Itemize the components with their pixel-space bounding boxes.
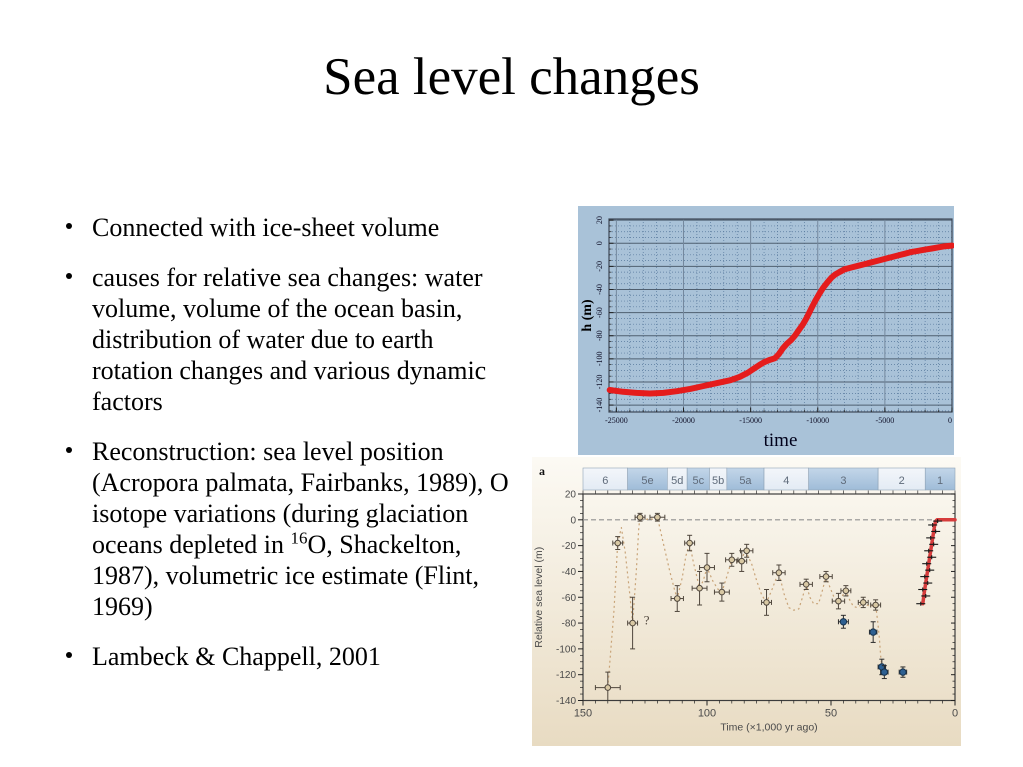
- bullet-text-sup: 16: [290, 528, 308, 548]
- svg-text:-20000: -20000: [672, 416, 695, 425]
- bullet-text-main: causes for relative sea changes: water v…: [92, 263, 487, 416]
- bullet-text-main: Reconstruction: sea level position (Acro…: [92, 437, 509, 559]
- postglacial-sea-level-chart: 20 0 -20 -40 -60 -80 -100 -120 -140 -25000 -20000 -…: [578, 206, 955, 455]
- svg-text:5e: 5e: [641, 475, 653, 487]
- svg-text:h (m): h (m): [580, 299, 595, 332]
- svg-text:-60: -60: [595, 307, 604, 318]
- svg-text:-20: -20: [562, 541, 577, 552]
- bullet-list: Connected with ice-sheet volume causes f…: [60, 212, 515, 691]
- bullet-text-main: Connected with ice-sheet volume: [92, 213, 440, 242]
- svg-text:Time (×1,000 yr ago): Time (×1,000 yr ago): [720, 722, 817, 734]
- svg-text:5d: 5d: [671, 475, 683, 487]
- svg-text:20: 20: [565, 490, 577, 501]
- svg-text:?: ?: [644, 612, 650, 627]
- svg-text:5c: 5c: [693, 475, 705, 487]
- svg-text:a: a: [539, 464, 545, 478]
- svg-text:-80: -80: [562, 619, 577, 630]
- svg-text:-140: -140: [595, 398, 604, 413]
- svg-text:-10000: -10000: [806, 416, 829, 425]
- svg-text:150: 150: [574, 708, 592, 720]
- bullet-text: Lambeck & Chappell, 2001: [92, 641, 381, 672]
- svg-text:-100: -100: [595, 352, 604, 367]
- svg-text:-100: -100: [556, 644, 576, 655]
- svg-text:Relative sea level (m): Relative sea level (m): [533, 547, 545, 648]
- svg-text:0: 0: [595, 241, 604, 245]
- bullet-text-rest: O, Shackelton, 1987), volumetric ice est…: [92, 530, 480, 621]
- bullet-dot: [60, 436, 92, 622]
- bullet-item-3: Reconstruction: sea level position (Acro…: [60, 436, 515, 622]
- svg-text:-140: -140: [556, 696, 576, 707]
- svg-text:-120: -120: [556, 670, 576, 681]
- svg-text:1: 1: [937, 475, 943, 487]
- svg-text:-120: -120: [595, 375, 604, 390]
- bullet-dot: [60, 641, 92, 672]
- lambeck-chappell-svg: a 6 5e 5d 5c 5b 5a 4 3 2 1 20 0 -20 -40 -60 -80 -100 -120 -…: [532, 457, 961, 746]
- svg-text:-20: -20: [595, 261, 604, 272]
- svg-text:2: 2: [899, 475, 905, 487]
- svg-text:-25000: -25000: [605, 416, 628, 425]
- bullet-text: Reconstruction: sea level position (Acro…: [92, 436, 515, 622]
- svg-text:5b: 5b: [712, 475, 724, 487]
- svg-text:100: 100: [698, 708, 716, 720]
- bullet-item-4: Lambeck & Chappell, 2001: [60, 641, 515, 672]
- svg-text:-40: -40: [562, 567, 577, 578]
- bullet-text: causes for relative sea changes: water v…: [92, 262, 515, 417]
- bullet-item-1: Connected with ice-sheet volume: [60, 212, 515, 243]
- slide-title: Sea level changes: [323, 48, 700, 106]
- svg-text:-5000: -5000: [876, 416, 895, 425]
- svg-text:time: time: [764, 430, 798, 451]
- svg-text:3: 3: [840, 475, 846, 487]
- svg-text:-60: -60: [562, 593, 577, 604]
- bullet-text-main: Lambeck & Chappell, 2001: [92, 642, 381, 671]
- bullet-item-2: causes for relative sea changes: water v…: [60, 262, 515, 417]
- svg-text:-80: -80: [595, 330, 604, 341]
- svg-text:20: 20: [595, 216, 604, 224]
- svg-text:-40: -40: [595, 284, 604, 295]
- lambeck-chappell-figure: a 6 5e 5d 5c 5b 5a 4 3 2 1 20 0 -20 -40 -60 -80 -100 -120 -…: [532, 457, 961, 746]
- svg-text:50: 50: [825, 708, 837, 720]
- svg-text:0: 0: [952, 708, 958, 720]
- svg-text:4: 4: [783, 475, 789, 487]
- bullet-text: Connected with ice-sheet volume: [92, 212, 439, 243]
- svg-text:0: 0: [570, 515, 576, 526]
- bullet-dot: [60, 262, 92, 417]
- svg-text:5a: 5a: [739, 475, 752, 487]
- postglacial-sea-level-svg: 20 0 -20 -40 -60 -80 -100 -120 -140-25000 -20000 -…: [578, 206, 955, 455]
- svg-text:-15000: -15000: [739, 416, 762, 425]
- svg-text:6: 6: [602, 475, 608, 487]
- bullet-dot: [60, 212, 92, 243]
- svg-text:0: 0: [948, 416, 952, 425]
